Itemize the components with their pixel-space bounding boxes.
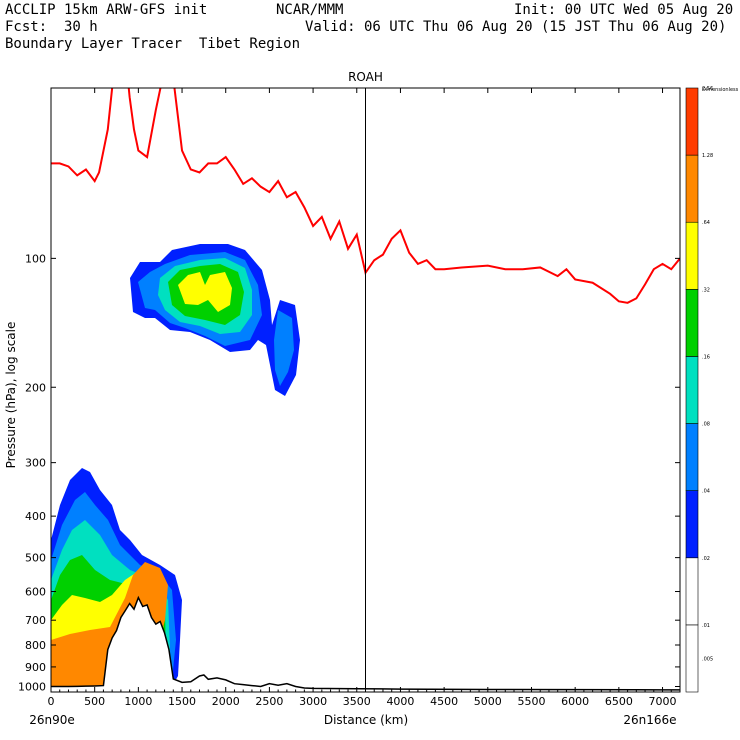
- colorbar: .005 .01 .02 .04 .08 .16 .32 .64 1.28 2.56Dimensi…: [685, 86, 739, 693]
- x-axis-label: Distance (km): [324, 713, 408, 727]
- y-tick-label: 800: [25, 639, 46, 652]
- colorbar-top-label: Dimensionless: [702, 87, 739, 93]
- header-line1-left: ACCLIP 15km ARW-GFS init: [5, 2, 208, 18]
- tropopause-line: [51, 88, 680, 304]
- y-tick-label: 500: [25, 552, 46, 565]
- x-tick-label: 6500: [605, 695, 633, 708]
- x-tick-label: 4000: [386, 695, 414, 708]
- x-end-label: 26n166e: [623, 713, 676, 727]
- x-tick-label: 6000: [561, 695, 589, 708]
- header-line1-right: Init: 00 UTC Wed 05 Aug 20: [514, 2, 734, 18]
- y-tick-label: 600: [25, 586, 46, 599]
- colorbar-label: .02: [702, 556, 710, 562]
- x-tick-label: 5500: [517, 695, 545, 708]
- colorbar-label: .16: [702, 354, 710, 360]
- colorbar-label: .04: [702, 489, 710, 495]
- terrain-line: [51, 595, 680, 691]
- header-line2-left: Fcst: 30 h: [5, 19, 98, 35]
- x-tick-label: 0: [48, 695, 55, 708]
- x-tick-label: 5000: [474, 695, 502, 708]
- y-axis-label: Pressure (hPa), log scale: [4, 322, 18, 469]
- colorbar-segment: [685, 490, 699, 559]
- tracer-field: [51, 244, 680, 692]
- terrain-mask: [51, 597, 680, 692]
- colorbar-segment: [685, 87, 699, 156]
- header-line1-mid: NCAR/MMM: [276, 2, 344, 18]
- colorbar-segment: [685, 624, 699, 693]
- x-tick-label: 4500: [430, 695, 458, 708]
- colorbar-label: .01: [702, 623, 710, 629]
- y-tick-label: 1000: [18, 681, 46, 694]
- colorbar-label: .64: [702, 220, 710, 226]
- x-start-label: 26n90e: [29, 713, 75, 727]
- colorbar-label: .32: [702, 287, 710, 293]
- colorbar-segment: [685, 221, 699, 290]
- x-tick-label: 3500: [343, 695, 371, 708]
- y-tick-label: 200: [25, 381, 46, 394]
- header-line3-left: Boundary Layer Tracer Tibet Region: [5, 36, 301, 52]
- x-tick-label: 1000: [124, 695, 152, 708]
- x-tick-label: 2500: [255, 695, 283, 708]
- x-tick-label: 7000: [649, 695, 677, 708]
- colorbar-label: .005: [702, 656, 713, 662]
- y-tick-label: 400: [25, 510, 46, 523]
- colorbar-segment: [685, 423, 699, 491]
- y-tick-label: 900: [25, 661, 46, 674]
- y-tick-label: 700: [25, 614, 46, 627]
- colorbar-label: 1.28: [702, 153, 713, 159]
- x-tick-label: 500: [84, 695, 105, 708]
- roah-marker-label: ROAH: [348, 70, 383, 84]
- header-line2-right: Valid: 06 UTC Thu 06 Aug 20 (15 JST Thu …: [305, 19, 727, 35]
- x-tick-label: 3000: [299, 695, 327, 708]
- colorbar-label: 2.56: [702, 86, 713, 92]
- colorbar-segment: [685, 356, 699, 424]
- colorbar-segment: [685, 289, 699, 357]
- colorbar-segment: [685, 557, 699, 626]
- x-tick-label: 1500: [168, 695, 196, 708]
- upper-plume-level5: [178, 272, 232, 312]
- colorbar-label: .08: [702, 422, 710, 428]
- x-tick-label: 2000: [212, 695, 240, 708]
- y-tick-label: 100: [25, 252, 46, 265]
- y-tick-label: 300: [25, 457, 46, 470]
- colorbar-segment: [685, 154, 699, 223]
